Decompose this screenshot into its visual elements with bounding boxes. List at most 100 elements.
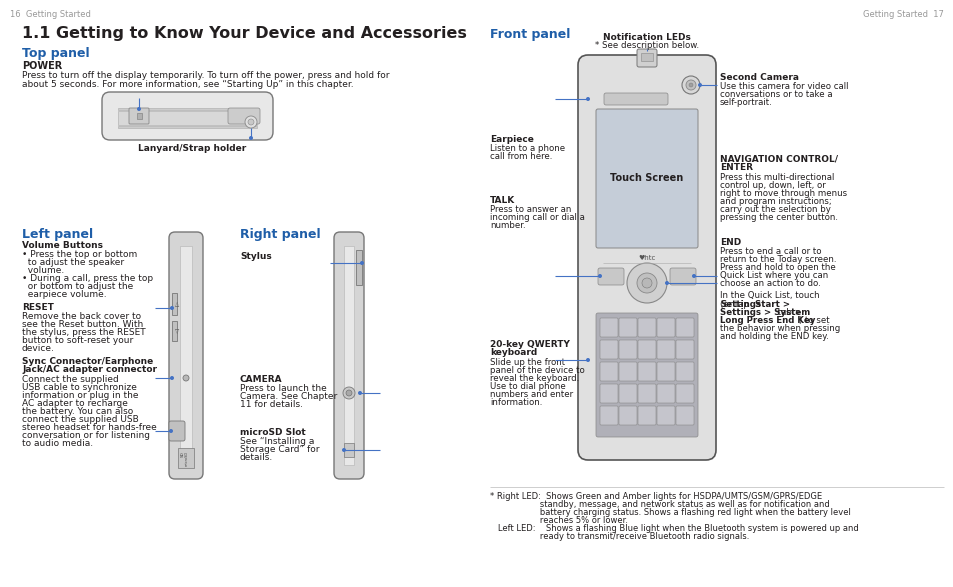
Text: Earpiece: Earpiece <box>490 135 534 144</box>
Bar <box>172 293 177 315</box>
Circle shape <box>248 119 253 125</box>
Text: call from here.: call from here. <box>490 152 552 161</box>
Text: Use to dial phone: Use to dial phone <box>490 382 565 391</box>
Text: • During a call, press the top: • During a call, press the top <box>22 274 153 283</box>
Circle shape <box>585 97 589 101</box>
Text: Use this camera for video call: Use this camera for video call <box>720 82 847 91</box>
FancyBboxPatch shape <box>129 108 149 124</box>
FancyBboxPatch shape <box>596 313 698 437</box>
Text: to adjust the speaker: to adjust the speaker <box>22 258 124 267</box>
Bar <box>178 448 193 468</box>
Text: SD: SD <box>181 451 185 457</box>
Text: Front panel: Front panel <box>490 28 570 41</box>
Text: incoming call or dial a: incoming call or dial a <box>490 213 584 222</box>
Circle shape <box>245 116 256 128</box>
FancyBboxPatch shape <box>638 318 656 337</box>
Circle shape <box>664 281 668 285</box>
Text: reaches 5% or lower.: reaches 5% or lower. <box>490 516 627 525</box>
Circle shape <box>691 274 696 278</box>
FancyBboxPatch shape <box>596 109 698 248</box>
Text: Press to end a call or to: Press to end a call or to <box>720 247 821 256</box>
FancyBboxPatch shape <box>638 340 656 359</box>
FancyBboxPatch shape <box>599 340 618 359</box>
FancyBboxPatch shape <box>657 340 675 359</box>
FancyBboxPatch shape <box>599 318 618 337</box>
Text: Remove the back cover to: Remove the back cover to <box>22 312 141 321</box>
Text: battery charging status. Shows a flashing red light when the battery level: battery charging status. Shows a flashin… <box>490 508 850 517</box>
Text: the battery. You can also: the battery. You can also <box>22 407 133 416</box>
Text: Slide up the front: Slide up the front <box>490 358 564 367</box>
Bar <box>180 246 192 465</box>
FancyBboxPatch shape <box>637 49 657 67</box>
FancyBboxPatch shape <box>657 406 675 425</box>
Bar <box>118 111 256 125</box>
Text: control up, down, left, or: control up, down, left, or <box>720 181 825 190</box>
FancyBboxPatch shape <box>169 421 185 441</box>
Circle shape <box>685 80 696 90</box>
Text: pressing the center button.: pressing the center button. <box>720 213 837 222</box>
Text: ) to set: ) to set <box>799 316 829 325</box>
FancyBboxPatch shape <box>603 93 667 105</box>
Text: Left panel: Left panel <box>22 228 93 241</box>
Text: Camera. See Chapter: Camera. See Chapter <box>240 392 337 401</box>
Text: volume.: volume. <box>22 266 64 275</box>
FancyBboxPatch shape <box>618 384 637 403</box>
FancyBboxPatch shape <box>228 108 260 124</box>
Text: Lanyard/Strap holder: Lanyard/Strap holder <box>138 144 246 153</box>
Text: the behavior when pressing: the behavior when pressing <box>720 324 840 333</box>
FancyBboxPatch shape <box>638 406 656 425</box>
Text: TALK: TALK <box>490 196 515 205</box>
Text: right to move through menus: right to move through menus <box>720 189 846 198</box>
Circle shape <box>359 261 364 265</box>
Text: to audio media.: to audio media. <box>22 439 93 448</box>
Text: about 5 seconds. For more information, see “Starting Up” in this chapter.: about 5 seconds. For more information, s… <box>22 80 354 89</box>
Bar <box>118 108 256 110</box>
FancyBboxPatch shape <box>599 406 618 425</box>
Text: microSD Slot: microSD Slot <box>240 428 305 437</box>
Text: Top panel: Top panel <box>22 47 90 60</box>
FancyBboxPatch shape <box>599 362 618 381</box>
Text: CAMERA: CAMERA <box>240 375 282 384</box>
Circle shape <box>357 391 361 395</box>
Text: Jack/AC adapter connector: Jack/AC adapter connector <box>22 365 157 374</box>
Circle shape <box>249 136 253 140</box>
Text: AC adapter to recharge: AC adapter to recharge <box>22 399 128 408</box>
FancyBboxPatch shape <box>618 340 637 359</box>
Text: standby, message, and network status as well as for notification and: standby, message, and network status as … <box>490 500 829 509</box>
Text: Listen to a phone: Listen to a phone <box>490 144 564 153</box>
Text: 20-key QWERTY: 20-key QWERTY <box>490 340 569 349</box>
Text: Stylus: Stylus <box>240 252 272 261</box>
Text: NAVIGATION CONTROL/: NAVIGATION CONTROL/ <box>720 155 837 164</box>
Text: panel of the device to: panel of the device to <box>490 366 584 375</box>
Text: device.: device. <box>22 344 55 353</box>
Text: Quick List where you can: Quick List where you can <box>720 271 827 280</box>
Text: Press to turn off the display temporarily. To turn off the power, press and hold: Press to turn off the display temporaril… <box>22 71 389 80</box>
Text: number.: number. <box>490 221 525 230</box>
Text: ready to transmit/receive Bluetooth radio signals.: ready to transmit/receive Bluetooth radi… <box>490 532 749 541</box>
FancyBboxPatch shape <box>102 92 273 140</box>
FancyBboxPatch shape <box>676 384 693 403</box>
Text: return to the Today screen.: return to the Today screen. <box>720 255 836 264</box>
FancyBboxPatch shape <box>598 268 623 285</box>
Text: * Right LED:  Shows Green and Amber lights for HSDPA/UMTS/GSM/GPRS/EDGE: * Right LED: Shows Green and Amber light… <box>490 492 821 501</box>
Text: ♥htc: ♥htc <box>638 255 655 261</box>
FancyBboxPatch shape <box>676 340 693 359</box>
Circle shape <box>346 390 352 396</box>
Text: Start >: Start > <box>754 300 789 309</box>
FancyBboxPatch shape <box>676 362 693 381</box>
Text: the stylus, press the RESET: the stylus, press the RESET <box>22 328 146 337</box>
Text: • Press the top or bottom: • Press the top or bottom <box>22 250 137 259</box>
Text: see the Reset button. With: see the Reset button. With <box>22 320 143 329</box>
Circle shape <box>183 375 189 381</box>
Bar <box>344 443 354 457</box>
Bar <box>172 321 177 341</box>
Text: information or plug in the: information or plug in the <box>22 391 138 400</box>
Text: and holding the END key.: and holding the END key. <box>720 332 828 341</box>
Text: microSD: microSD <box>185 451 189 466</box>
FancyBboxPatch shape <box>618 406 637 425</box>
Bar <box>355 250 361 285</box>
Circle shape <box>598 274 601 278</box>
Text: END: END <box>720 238 740 247</box>
Circle shape <box>341 448 346 452</box>
Text: Notification LEDs: Notification LEDs <box>602 33 690 42</box>
